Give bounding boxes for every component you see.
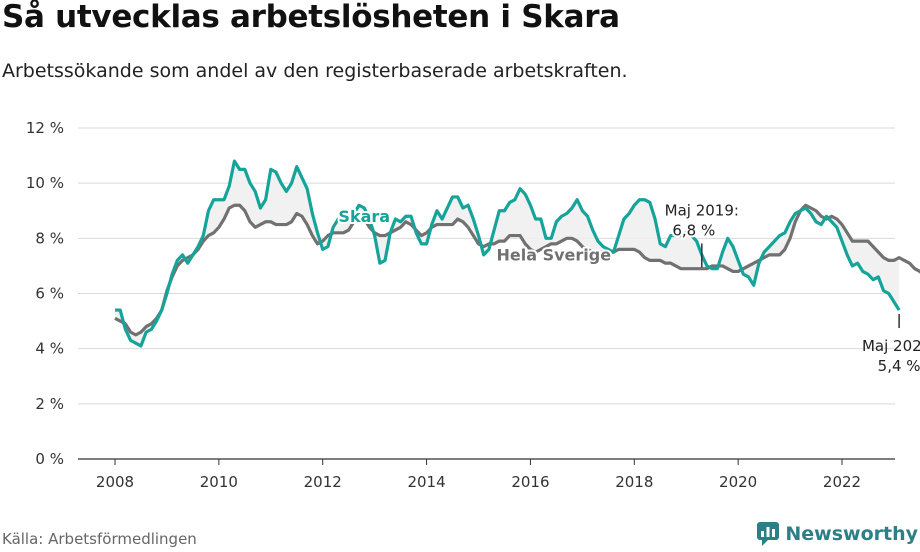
x-tick-label: 2018 (615, 473, 653, 491)
chart-subtitle: Arbetssökande som andel av den registerb… (2, 60, 628, 82)
series-label-skara: Skara (338, 207, 390, 226)
x-tick-label: 2016 (511, 473, 549, 491)
series-line-hela-sverige (114, 203, 920, 337)
y-axis-ticks: 0 % 2 % 4 % 6 % 8 % 10 % 12 % (26, 119, 64, 468)
annotations: Maj 2019: 6,8 % Maj 2022: 5,4 % (663, 199, 920, 375)
series-labels: Skara Hela Sverige (336, 205, 613, 267)
series-line-skara (115, 159, 901, 348)
x-tick-label: 2008 (96, 473, 134, 491)
x-tick-label: 2010 (200, 473, 238, 491)
y-tick-label: 4 % (35, 340, 64, 358)
chart-title: Så utvecklas arbetslösheten i Skara (2, 0, 620, 35)
series-label-hela-sverige: Hela Sverige (497, 245, 612, 264)
x-tick-label: 2022 (823, 473, 861, 491)
x-tick-label: 2020 (719, 473, 757, 491)
gridlines (78, 127, 895, 460)
y-tick-label: 2 % (35, 395, 64, 413)
brand-logo: Newsworthy (757, 519, 918, 549)
series-lines (114, 159, 920, 348)
annotation-2019-value: 6,8 % (672, 221, 715, 239)
source-note: Källa: Arbetsförmedlingen (2, 530, 197, 548)
y-tick-label: 10 % (26, 174, 64, 192)
y-tick-label: 6 % (35, 285, 64, 303)
y-tick-label: 8 % (35, 229, 64, 247)
newsworthy-logo-icon (757, 522, 780, 546)
x-axis-ticks: 2008 2010 2012 2014 2016 2018 2020 2022 (96, 459, 861, 491)
annotation-2019-label: Maj 2019: (665, 201, 739, 219)
y-tick-label: 12 % (26, 119, 64, 137)
y-tick-label: 0 % (35, 450, 64, 468)
annotation-2022-label: Maj 2022: (862, 337, 920, 355)
x-tick-label: 2012 (304, 473, 342, 491)
brand-name: Newsworthy (785, 523, 918, 545)
x-tick-label: 2014 (407, 473, 445, 491)
annotation-2022-value: 5,4 % (878, 357, 920, 375)
